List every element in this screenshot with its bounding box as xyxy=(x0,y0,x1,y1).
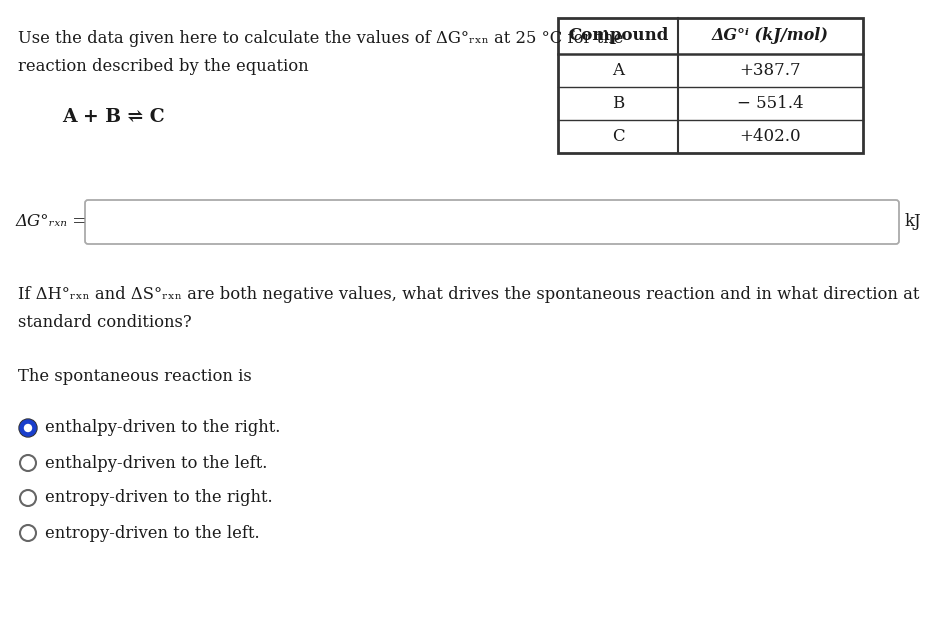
Text: reaction described by the equation: reaction described by the equation xyxy=(18,58,309,75)
Text: standard conditions?: standard conditions? xyxy=(18,314,192,331)
Text: +402.0: +402.0 xyxy=(740,128,802,145)
Text: ΔG°ⁱ (kJ/mol): ΔG°ⁱ (kJ/mol) xyxy=(712,28,829,45)
Text: enthalpy-driven to the left.: enthalpy-driven to the left. xyxy=(45,454,267,471)
Circle shape xyxy=(20,525,36,541)
Circle shape xyxy=(24,425,31,432)
Text: If ΔH°ᵣₓₙ and ΔS°ᵣₓₙ are both negative values, what drives the spontaneous react: If ΔH°ᵣₓₙ and ΔS°ᵣₓₙ are both negative v… xyxy=(18,286,919,303)
Text: A: A xyxy=(612,62,624,79)
Bar xyxy=(558,18,863,153)
Text: ΔG°ᵣₓₙ =: ΔG°ᵣₓₙ = xyxy=(16,213,88,230)
Text: The spontaneous reaction is: The spontaneous reaction is xyxy=(18,368,252,385)
Text: − 551.4: − 551.4 xyxy=(737,95,804,112)
Circle shape xyxy=(20,455,36,471)
Circle shape xyxy=(20,490,36,506)
Circle shape xyxy=(20,420,36,436)
Text: entropy-driven to the right.: entropy-driven to the right. xyxy=(45,490,273,507)
Text: +387.7: +387.7 xyxy=(740,62,802,79)
Text: B: B xyxy=(612,95,624,112)
Circle shape xyxy=(19,419,37,437)
Text: C: C xyxy=(612,128,624,145)
Text: kJ: kJ xyxy=(905,213,921,230)
FancyBboxPatch shape xyxy=(85,200,899,244)
Text: A + B ⇌ C: A + B ⇌ C xyxy=(62,108,165,126)
Text: Use the data given here to calculate the values of ΔG°ᵣₓₙ at 25 °C for the: Use the data given here to calculate the… xyxy=(18,30,623,47)
Text: enthalpy-driven to the right.: enthalpy-driven to the right. xyxy=(45,420,280,437)
Text: entropy-driven to the left.: entropy-driven to the left. xyxy=(45,524,260,541)
Text: Compound: Compound xyxy=(567,28,668,45)
